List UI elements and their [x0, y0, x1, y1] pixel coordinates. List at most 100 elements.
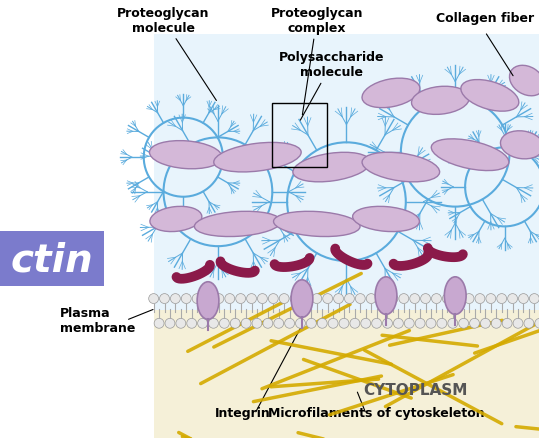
Ellipse shape — [500, 131, 543, 159]
FancyBboxPatch shape — [1, 232, 104, 286]
Circle shape — [154, 318, 164, 328]
Circle shape — [274, 318, 283, 328]
Circle shape — [198, 318, 208, 328]
Circle shape — [149, 294, 159, 304]
Circle shape — [295, 318, 305, 328]
Circle shape — [246, 294, 257, 304]
Circle shape — [507, 294, 518, 304]
Ellipse shape — [431, 140, 509, 171]
Circle shape — [225, 294, 235, 304]
Circle shape — [426, 318, 436, 328]
Circle shape — [524, 318, 534, 328]
Ellipse shape — [197, 282, 219, 320]
Circle shape — [535, 318, 544, 328]
Circle shape — [231, 318, 240, 328]
Circle shape — [181, 294, 191, 304]
Circle shape — [372, 318, 382, 328]
Circle shape — [263, 318, 273, 328]
Circle shape — [192, 294, 202, 304]
Circle shape — [290, 294, 300, 304]
Circle shape — [187, 318, 197, 328]
Circle shape — [383, 318, 392, 328]
Ellipse shape — [293, 153, 371, 182]
Circle shape — [268, 294, 278, 304]
Circle shape — [214, 294, 224, 304]
Circle shape — [165, 318, 175, 328]
Ellipse shape — [362, 153, 440, 182]
Circle shape — [513, 318, 523, 328]
Ellipse shape — [375, 277, 397, 314]
Ellipse shape — [362, 79, 420, 108]
Circle shape — [393, 318, 403, 328]
Circle shape — [361, 318, 371, 328]
Ellipse shape — [274, 212, 360, 237]
Circle shape — [312, 294, 322, 304]
Ellipse shape — [353, 207, 420, 232]
Circle shape — [529, 294, 540, 304]
Circle shape — [404, 318, 414, 328]
Ellipse shape — [291, 280, 313, 318]
Circle shape — [453, 294, 463, 304]
Circle shape — [334, 294, 343, 304]
Circle shape — [350, 318, 360, 328]
Ellipse shape — [195, 212, 281, 237]
Circle shape — [209, 318, 219, 328]
Circle shape — [344, 294, 354, 304]
Circle shape — [459, 318, 469, 328]
Text: Polysaccharide
molecule: Polysaccharide molecule — [279, 51, 384, 121]
Circle shape — [464, 294, 474, 304]
Circle shape — [399, 294, 409, 304]
Circle shape — [306, 318, 316, 328]
Circle shape — [176, 318, 186, 328]
Ellipse shape — [149, 141, 222, 170]
Circle shape — [301, 294, 311, 304]
Circle shape — [160, 294, 169, 304]
Ellipse shape — [150, 207, 202, 232]
FancyBboxPatch shape — [154, 311, 540, 438]
Circle shape — [366, 294, 376, 304]
Circle shape — [355, 294, 365, 304]
Circle shape — [220, 318, 229, 328]
Circle shape — [496, 294, 507, 304]
Circle shape — [475, 294, 485, 304]
Circle shape — [252, 318, 262, 328]
Circle shape — [257, 294, 268, 304]
Circle shape — [492, 318, 501, 328]
Circle shape — [502, 318, 512, 328]
Circle shape — [377, 294, 387, 304]
Text: Proteoglycan
molecule: Proteoglycan molecule — [117, 7, 216, 101]
Text: Proteoglycan
complex: Proteoglycan complex — [270, 7, 363, 116]
Text: ctin: ctin — [10, 240, 93, 279]
Circle shape — [470, 318, 480, 328]
Circle shape — [317, 318, 327, 328]
Ellipse shape — [411, 87, 469, 115]
Ellipse shape — [461, 81, 519, 112]
FancyBboxPatch shape — [154, 35, 540, 340]
Circle shape — [241, 318, 251, 328]
Circle shape — [410, 294, 420, 304]
Circle shape — [518, 294, 529, 304]
Circle shape — [235, 294, 246, 304]
Circle shape — [415, 318, 425, 328]
Text: Collagen fiber: Collagen fiber — [436, 12, 534, 25]
Bar — [272, 103, 326, 168]
Text: Plasma
membrane: Plasma membrane — [60, 307, 135, 335]
Circle shape — [481, 318, 490, 328]
Circle shape — [486, 294, 496, 304]
Text: Microfilaments of cytoskeleton: Microfilaments of cytoskeleton — [268, 406, 485, 419]
Circle shape — [437, 318, 447, 328]
Ellipse shape — [510, 66, 544, 96]
Circle shape — [284, 318, 294, 328]
Text: Integrin: Integrin — [215, 406, 270, 419]
Text: CYTOPLASM: CYTOPLASM — [364, 382, 468, 397]
Circle shape — [432, 294, 441, 304]
Circle shape — [323, 294, 332, 304]
Circle shape — [203, 294, 213, 304]
Circle shape — [279, 294, 289, 304]
Circle shape — [388, 294, 398, 304]
Circle shape — [328, 318, 338, 328]
Ellipse shape — [444, 277, 466, 314]
Circle shape — [171, 294, 180, 304]
Circle shape — [339, 318, 349, 328]
Ellipse shape — [214, 143, 301, 173]
